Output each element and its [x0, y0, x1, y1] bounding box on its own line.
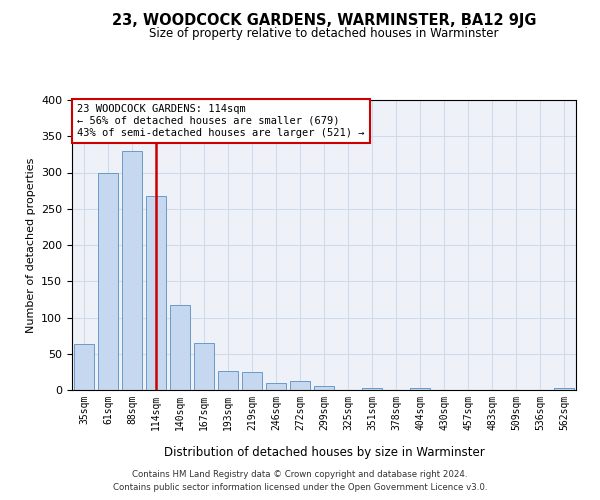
Bar [410, 388, 430, 390]
Y-axis label: Number of detached properties: Number of detached properties [26, 158, 35, 332]
Bar [242, 372, 262, 390]
Bar [194, 343, 214, 390]
Text: Contains HM Land Registry data © Crown copyright and database right 2024.
Contai: Contains HM Land Registry data © Crown c… [113, 470, 487, 492]
Text: 23 WOODCOCK GARDENS: 114sqm
← 56% of detached houses are smaller (679)
43% of se: 23 WOODCOCK GARDENS: 114sqm ← 56% of det… [77, 104, 365, 138]
Text: Size of property relative to detached houses in Warminster: Size of property relative to detached ho… [149, 28, 499, 40]
Bar [74, 344, 94, 390]
Bar [554, 388, 574, 390]
Text: Distribution of detached houses by size in Warminster: Distribution of detached houses by size … [164, 446, 484, 459]
Bar [146, 196, 166, 390]
Bar [98, 172, 118, 390]
Bar [362, 388, 382, 390]
Bar [266, 384, 286, 390]
Bar [290, 382, 310, 390]
Bar [218, 371, 238, 390]
Bar [122, 151, 142, 390]
Text: 23, WOODCOCK GARDENS, WARMINSTER, BA12 9JG: 23, WOODCOCK GARDENS, WARMINSTER, BA12 9… [112, 12, 536, 28]
Bar [170, 305, 190, 390]
Bar [314, 386, 334, 390]
